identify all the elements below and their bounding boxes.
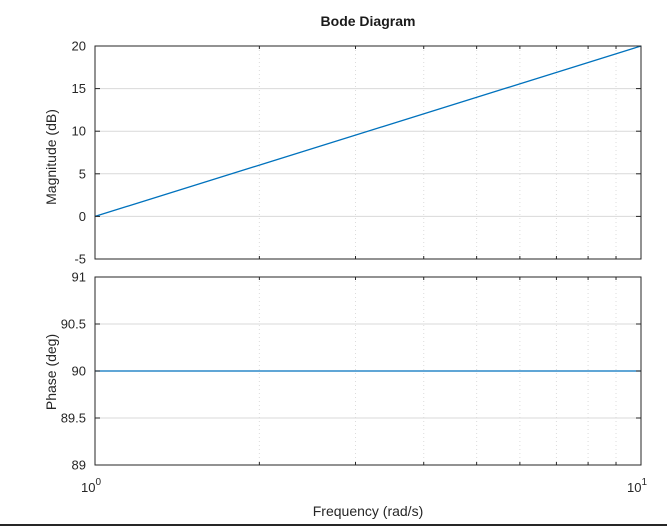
x-tick-label: 100 [81, 477, 101, 495]
axes-frame [94, 45, 642, 260]
magnitude-axes: -5 0 5 10 15 20 [72, 39, 642, 267]
x-tick-exponent: 0 [95, 477, 101, 488]
y-tick-label: 5 [79, 166, 86, 181]
y-tick-label: 89.5 [61, 411, 86, 426]
y-tick-label: 10 [72, 124, 86, 139]
x-tick-base: 10 [627, 480, 641, 495]
y-tick-label: -5 [74, 252, 86, 267]
y-tick-label: 89 [72, 458, 86, 473]
x-tick-label: 101 [627, 477, 647, 495]
series-line [94, 45, 642, 218]
y-tick-label: 90.5 [61, 317, 86, 332]
y-tick-label: 20 [72, 39, 86, 54]
x-axis-label: Frequency (rad/s) [313, 503, 423, 519]
y-tick-label: 91 [72, 270, 86, 285]
x-tick-exponent: 1 [641, 477, 647, 488]
y-tick-label: 90 [72, 364, 86, 379]
x-tick-base: 10 [81, 480, 95, 495]
y-tick-label: 15 [72, 81, 86, 96]
y-tick-label: 0 [79, 209, 86, 224]
magnitude-y-label: Magnitude (dB) [43, 109, 59, 205]
chart-title: Bode Diagram [321, 13, 416, 29]
phase-y-label: Phase (deg) [43, 334, 59, 410]
